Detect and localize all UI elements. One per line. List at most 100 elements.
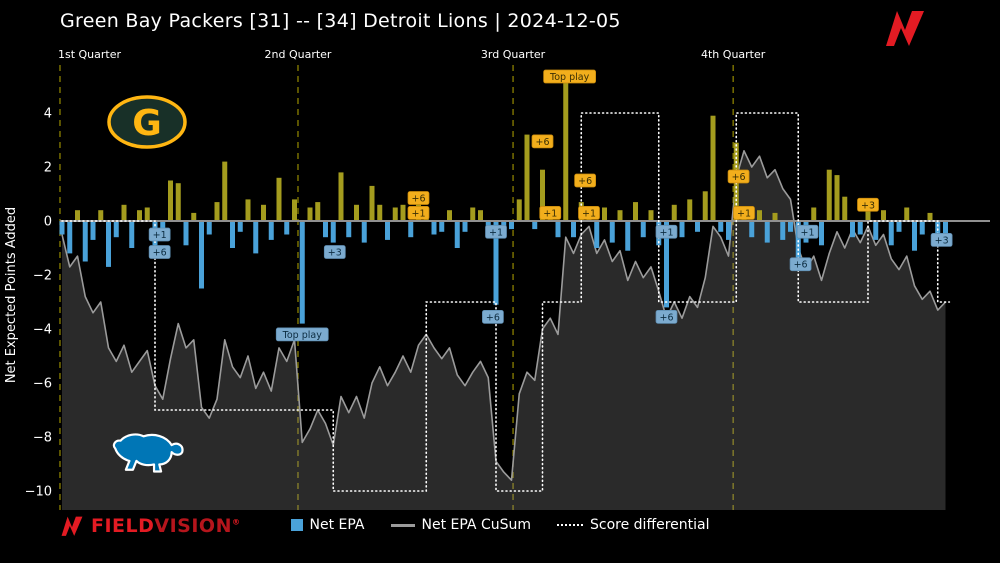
epa-bar: [90, 221, 96, 240]
epa-bar: [361, 221, 367, 243]
epa-bar: [764, 221, 770, 243]
epa-bar: [904, 207, 910, 221]
epa-bar: [106, 221, 111, 267]
epa-bar: [509, 221, 514, 230]
epa-bar: [671, 204, 677, 221]
epa-bar: [834, 175, 840, 221]
score-badge-text: +6: [794, 260, 808, 271]
epa-bar: [664, 221, 669, 308]
epa-bar: [82, 221, 88, 262]
epa-bar: [633, 202, 638, 221]
epa-bar: [540, 169, 545, 221]
packers-logo-letter: G: [132, 103, 162, 144]
blue-score-badge: [655, 224, 678, 239]
y-tick-label: 0: [44, 215, 52, 230]
epa-bar: [462, 221, 468, 232]
epa-bar: [625, 221, 631, 251]
y-tick-label: −10: [25, 485, 52, 500]
epa-bar: [718, 221, 724, 232]
score-badge-text: +1: [801, 227, 815, 238]
epa-bar: [749, 221, 755, 238]
gold-score-badge: [574, 173, 596, 188]
epa-bar: [602, 207, 607, 221]
score-badge-text: +6: [486, 312, 500, 323]
epa-bar: [183, 221, 189, 246]
epa-bar: [695, 221, 700, 232]
gold-score-badge: [733, 206, 755, 220]
epa-bar: [261, 204, 266, 221]
epa-bar: [129, 221, 135, 248]
score-badge-text: +6: [535, 137, 549, 148]
score-badge-text: +1: [582, 208, 596, 219]
score-badge-text: +1: [411, 208, 425, 219]
epa-bar: [919, 221, 925, 235]
epa-bar: [175, 183, 181, 221]
score-badge-text: +6: [578, 176, 592, 187]
epa-bar: [679, 221, 685, 238]
score-badge-text: +6: [659, 312, 673, 323]
epa-bar: [292, 199, 297, 221]
epa-bar: [199, 221, 204, 289]
epa-bar: [439, 221, 445, 232]
lions-logo: [112, 433, 184, 473]
gold-score-badge: [578, 206, 600, 220]
epa-bar: [726, 221, 731, 240]
score-badge-text: +1: [737, 208, 751, 219]
score-badge-text: +1: [153, 230, 167, 241]
epa-bar: [237, 221, 243, 232]
epa-bar: [330, 221, 336, 243]
blue-score-badge: [796, 224, 819, 239]
epa-bar: [268, 221, 274, 240]
gold-score-badge: [531, 134, 554, 149]
lions-lion-silhouette: [112, 433, 184, 473]
score-badge-text: +6: [153, 248, 167, 259]
epa-bar: [400, 204, 406, 221]
epa-bar: [284, 221, 290, 235]
cusum-area: [62, 150, 946, 511]
epa-bar: [222, 161, 228, 221]
epa-bar: [609, 221, 615, 243]
epa-bar: [571, 221, 576, 238]
epa-bar: [408, 221, 414, 238]
epa-bar: [873, 221, 879, 240]
blue-score-badge: [482, 309, 504, 324]
epa-bar: [354, 204, 359, 221]
blue-score-badge: [275, 327, 329, 342]
epa-bar: [447, 210, 452, 221]
epa-bar: [478, 210, 483, 221]
epa-bar: [532, 221, 538, 230]
epa-bar: [757, 210, 762, 221]
score-badge-text: Top play: [282, 330, 323, 341]
score-badge-text: +1: [489, 227, 503, 238]
epa-bar: [299, 221, 305, 324]
epa-bar: [137, 210, 142, 221]
quarter-label: 2nd Quarter: [265, 48, 332, 61]
epa-bar: [392, 207, 398, 221]
epa-bar: [59, 221, 65, 235]
gold-score-badge: [539, 206, 562, 220]
score-diff-swatch-icon: [557, 524, 583, 526]
quarter-label: 4th Quarter: [701, 48, 766, 61]
epa-bar: [524, 134, 530, 221]
wordmark-field: FIELD: [91, 515, 155, 537]
gold-score-badge: [407, 206, 430, 220]
score-badge-text: +3: [861, 200, 875, 211]
y-tick-label: −6: [33, 377, 52, 392]
score-badge-text: +1: [659, 227, 673, 238]
y-tick-label: −2: [33, 269, 52, 284]
epa-bar: [377, 204, 383, 221]
epa-bar: [67, 221, 73, 254]
epa-bar: [454, 221, 460, 248]
epa-bar: [826, 169, 832, 221]
page-title: Green Bay Packers [31] -- [34] Detroit L…: [60, 10, 621, 32]
epa-bar: [253, 221, 259, 254]
epa-bar: [888, 221, 894, 246]
epa-bar: [865, 204, 871, 221]
epa-bar: [640, 221, 646, 238]
blue-score-badge: [148, 245, 171, 259]
score-badge-text: +3: [328, 248, 342, 259]
epa-bar: [896, 221, 902, 232]
score-badge-text: +6: [411, 194, 425, 205]
epa-bar: [594, 221, 600, 248]
